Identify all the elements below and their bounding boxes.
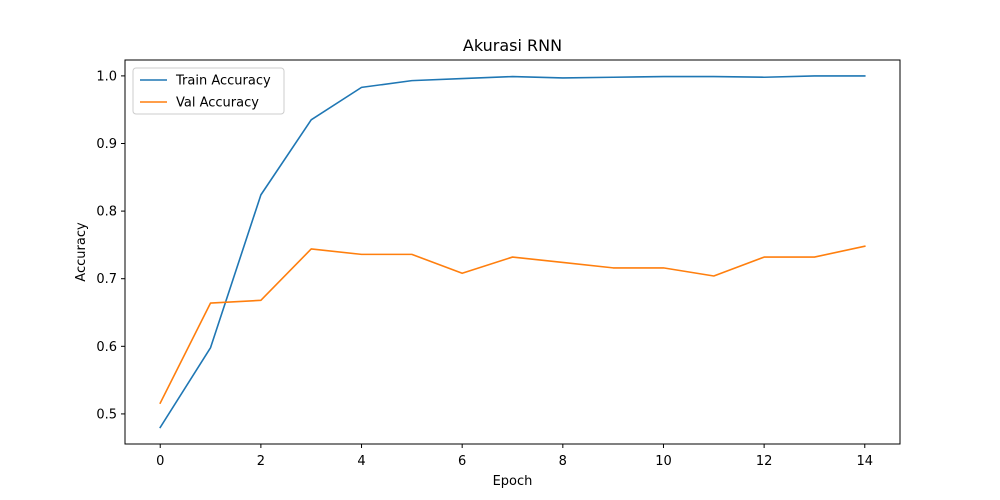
- plot-frame: [124, 59, 901, 445]
- x-axis-title: Epoch: [493, 474, 533, 489]
- x-tick-label: 4: [357, 454, 365, 469]
- x-tick-label: 10: [655, 454, 672, 469]
- y-axis-title: Accuracy: [74, 222, 89, 282]
- y-tick-label: 0.8: [96, 205, 117, 220]
- x-tick-label: 0: [156, 454, 164, 469]
- chart-title: Akurasi RNN: [463, 36, 562, 55]
- legend-label-train-accuracy: Train Accuracy: [175, 74, 271, 89]
- legend: Train Accuracy Val Accuracy: [132, 67, 285, 115]
- x-tick-label: 14: [856, 454, 873, 469]
- axis-ticks: 0 2 4 6 8 10 12 14 0.5 0.6 0.7 0.8 0.9 1.0: [96, 69, 873, 469]
- x-tick-label: 2: [257, 454, 265, 469]
- y-tick-label: 0.7: [96, 272, 117, 287]
- series-line-val-accuracy: [159, 245, 866, 405]
- x-tick-label: 8: [559, 454, 567, 469]
- y-tick-label: 1.0: [96, 69, 117, 84]
- series-line-train-accuracy: [159, 75, 866, 429]
- x-tick-label: 12: [756, 454, 773, 469]
- legend-box: [132, 67, 285, 115]
- y-tick-label: 0.9: [96, 137, 117, 152]
- series-lines: [159, 75, 866, 429]
- y-tick-label: 0.6: [96, 340, 117, 355]
- x-tick-label: 6: [458, 454, 466, 469]
- y-tick-label: 0.5: [96, 407, 117, 422]
- legend-label-val-accuracy: Val Accuracy: [176, 96, 259, 111]
